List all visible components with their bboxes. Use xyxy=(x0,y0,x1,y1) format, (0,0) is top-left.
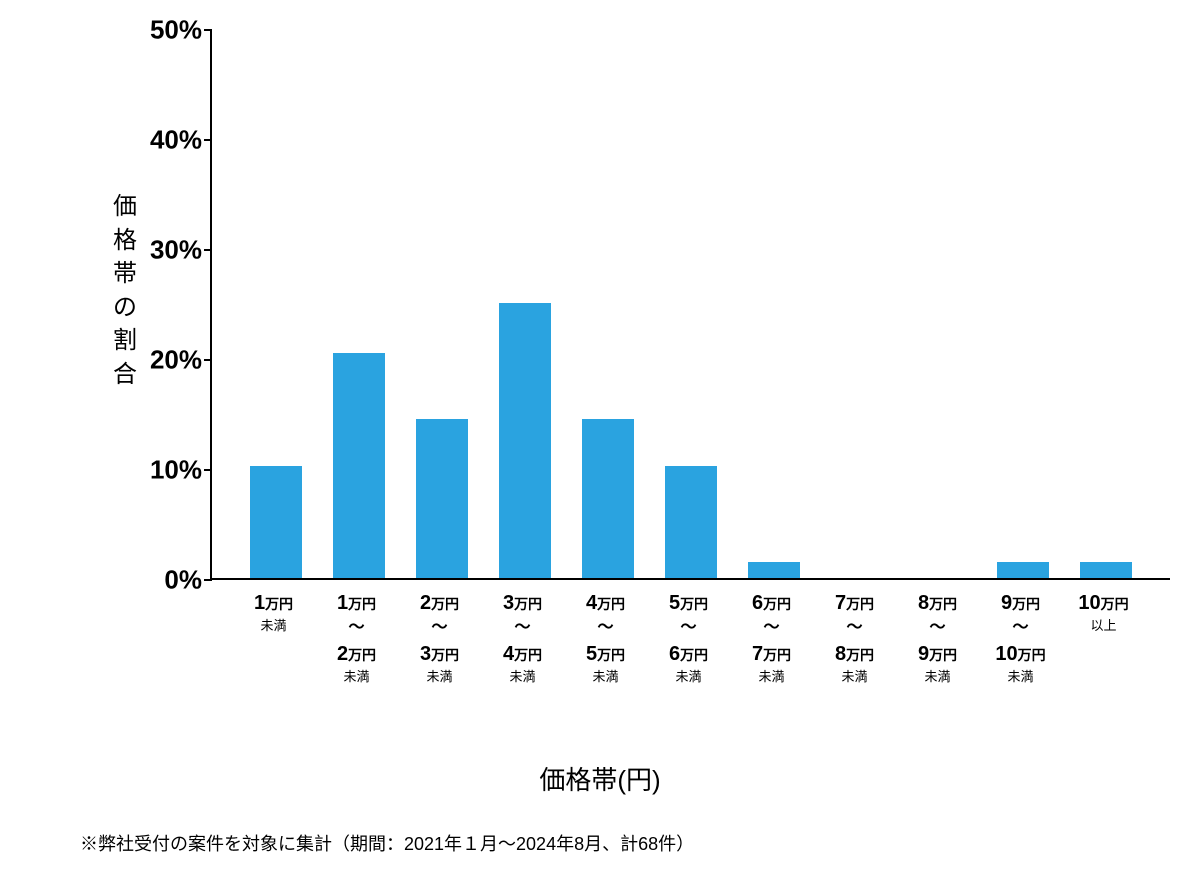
y-tick-mark xyxy=(204,579,212,581)
y-tick-mark xyxy=(204,29,212,31)
y-tick-label: 30% xyxy=(132,235,202,266)
y-tick-mark xyxy=(204,359,212,361)
x-tick-label: 6万円〜7万円未満 xyxy=(730,590,813,686)
chart-bar xyxy=(997,562,1049,579)
y-tick-label: 10% xyxy=(132,455,202,486)
y-tick-mark xyxy=(204,249,212,251)
y-tick-mark xyxy=(204,469,212,471)
chart-footnote: ※弊社受付の案件を対象に集計（期間：2021年１月～2024年8月、計68件） xyxy=(80,830,694,856)
x-tick-label: 7万円〜8万円未満 xyxy=(813,590,896,686)
chart-bar xyxy=(416,419,468,579)
x-tick-label: 10万円以上 xyxy=(1062,590,1145,635)
y-tick-label: 40% xyxy=(132,125,202,156)
x-axis-title: 価格帯(円) xyxy=(0,760,1200,797)
x-tick-label: 1万円未満 xyxy=(232,590,315,635)
chart-bar xyxy=(748,562,800,579)
chart-bar xyxy=(582,419,634,579)
x-tick-label: 3万円〜4万円未満 xyxy=(481,590,564,686)
y-tick-label: 20% xyxy=(132,345,202,376)
x-tick-label: 8万円〜9万円未満 xyxy=(896,590,979,686)
plot-area: 0%10%20%30%40%50% xyxy=(210,30,1170,580)
y-tick-label: 0% xyxy=(132,565,202,596)
chart-container: 価 格 帯 の 割 合 0%10%20%30%40%50% 1万円未満1万円〜2… xyxy=(80,20,1160,740)
x-tick-label: 1万円〜2万円未満 xyxy=(315,590,398,686)
y-tick-label: 50% xyxy=(132,15,202,46)
x-tick-label: 4万円〜5万円未満 xyxy=(564,590,647,686)
chart-bar xyxy=(250,466,302,578)
x-axis-labels: 1万円未満1万円〜2万円未満2万円〜3万円未満3万円〜4万円未満4万円〜5万円未… xyxy=(210,590,1170,740)
y-tick-mark xyxy=(204,139,212,141)
x-tick-label: 5万円〜6万円未満 xyxy=(647,590,730,686)
chart-bar xyxy=(1080,562,1132,579)
chart-bar xyxy=(499,303,551,578)
x-tick-label: 9万円〜10万円未満 xyxy=(979,590,1062,686)
chart-bar xyxy=(665,466,717,578)
x-tick-label: 2万円〜3万円未満 xyxy=(398,590,481,686)
chart-bar xyxy=(333,353,385,579)
